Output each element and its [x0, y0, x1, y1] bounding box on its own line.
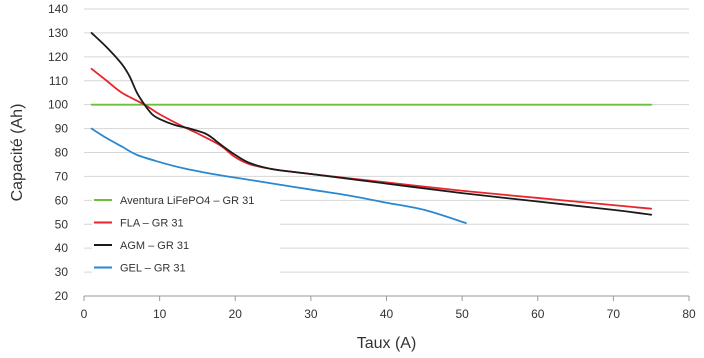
y-tick-label: 120	[48, 50, 68, 64]
y-tick-label: 60	[55, 193, 69, 207]
series-layer	[90, 32, 653, 224]
y-tick-label: 100	[48, 98, 68, 112]
y-tick-label: 30	[55, 265, 69, 279]
legend-entry-label: Aventura LiFePO4 – GR 31	[120, 195, 254, 207]
legend-entry-label: GEL – GR 31	[120, 263, 186, 275]
y-tick-label: 50	[55, 217, 69, 231]
legend-entry-label: AGM – GR 31	[120, 240, 189, 252]
legend-background	[92, 235, 280, 255]
y-axis-title: Capacité (Ah)	[9, 104, 26, 202]
x-tick-label: 70	[607, 307, 621, 321]
legend-background	[92, 212, 280, 233]
series-agm-line	[90, 32, 653, 216]
y-tick-label: 70	[55, 169, 69, 183]
y-tick-label: 90	[55, 122, 69, 136]
y-tick-label: 130	[48, 26, 68, 40]
x-tick-label: 40	[380, 307, 394, 321]
y-tick-label: 140	[48, 2, 68, 16]
x-tick-label: 80	[682, 307, 696, 321]
legend-background	[92, 257, 280, 278]
series-gel-line	[90, 127, 467, 224]
x-tick-label: 50	[455, 307, 469, 321]
x-tick-label: 60	[531, 307, 545, 321]
x-tick-label: 20	[229, 307, 243, 321]
legend-background	[92, 190, 280, 210]
y-tick-label: 80	[55, 146, 69, 160]
grid-lines	[84, 8, 689, 273]
legend-entry-label: FLA – GR 31	[120, 218, 184, 230]
legend: Aventura LiFePO4 – GR 31 FLA – GR 31 AGM –…	[92, 190, 280, 278]
y-tick-label: 110	[49, 74, 68, 88]
x-tick-label: 30	[304, 307, 318, 321]
x-axis-title: Taux (A)	[357, 335, 417, 352]
x-axis-ticks: 0 10 20 30 40 50 60 70 80	[81, 296, 696, 321]
x-tick-label: 10	[153, 307, 167, 321]
x-tick-label: 0	[81, 307, 88, 321]
series-fla-line	[90, 67, 653, 210]
y-tick-label: 20	[55, 289, 69, 303]
y-tick-label: 40	[55, 241, 69, 255]
y-axis-ticks: 20 30 40 50 60 70 80 90 100 110 120 130 140	[48, 2, 68, 303]
